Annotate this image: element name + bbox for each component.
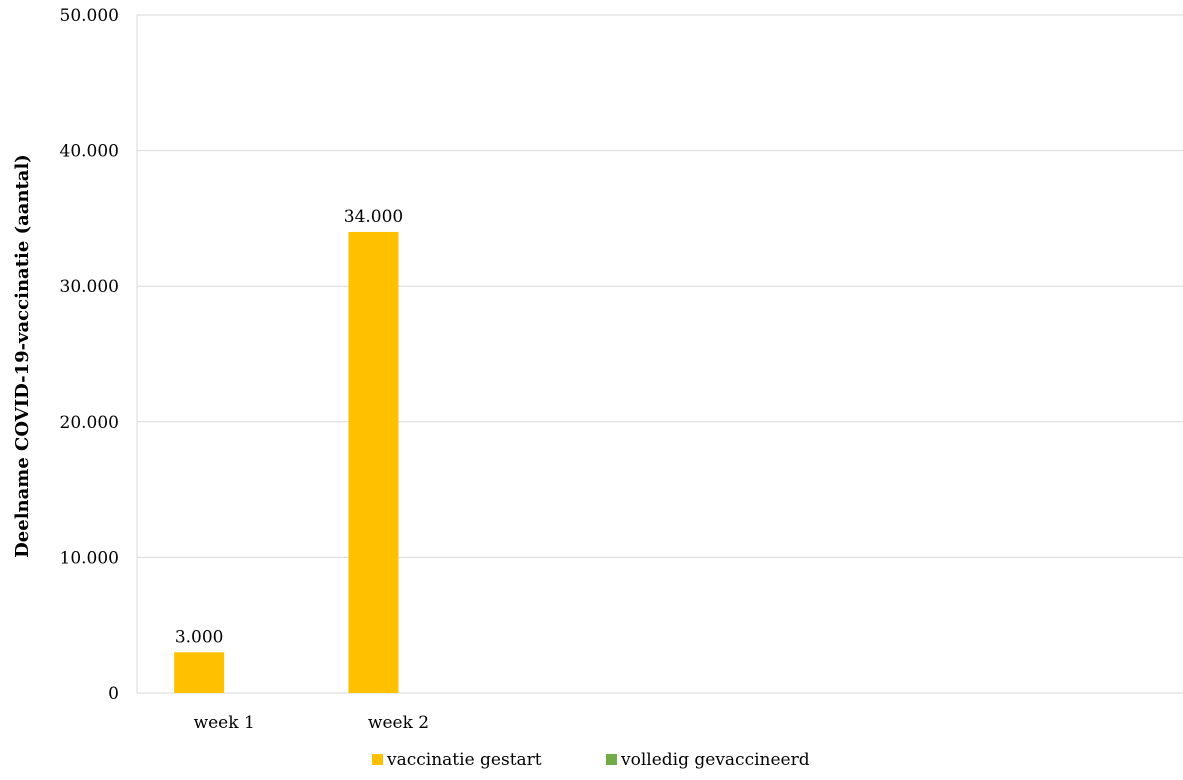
y-tick-label: 0 xyxy=(108,684,119,704)
x-tick-label: week 2 xyxy=(368,713,429,733)
bars xyxy=(174,231,399,693)
y-tick-label: 50.000 xyxy=(60,6,119,26)
x-axis-ticks: week 1 week 2 xyxy=(194,713,430,733)
bar xyxy=(174,652,225,693)
data-label: 34.000 xyxy=(344,207,403,227)
legend-swatch xyxy=(372,754,383,765)
y-tick-label: 40.000 xyxy=(60,142,119,162)
legend-label: volledig gevaccineerd xyxy=(620,750,810,770)
plot-border xyxy=(136,15,1183,694)
bar xyxy=(348,231,399,693)
legend: vaccinatie gestart volledig gevaccineerd xyxy=(372,750,810,770)
y-axis-label: Deelname COVID-19-vaccinatie (aantal) xyxy=(12,154,33,558)
gridlines xyxy=(137,14,1183,558)
y-tick-label: 20.000 xyxy=(60,413,119,433)
x-tick-label: week 1 xyxy=(194,713,255,733)
y-tick-label: 30.000 xyxy=(60,277,119,297)
y-axis-ticks: 0 10.000 20.000 30.000 40.000 50.000 xyxy=(60,6,119,704)
y-tick-label: 10.000 xyxy=(60,548,119,568)
data-labels: 3.000 34.000 xyxy=(175,207,403,647)
data-label: 3.000 xyxy=(175,627,224,647)
legend-swatch xyxy=(606,754,617,765)
legend-label: vaccinatie gestart xyxy=(386,750,542,770)
